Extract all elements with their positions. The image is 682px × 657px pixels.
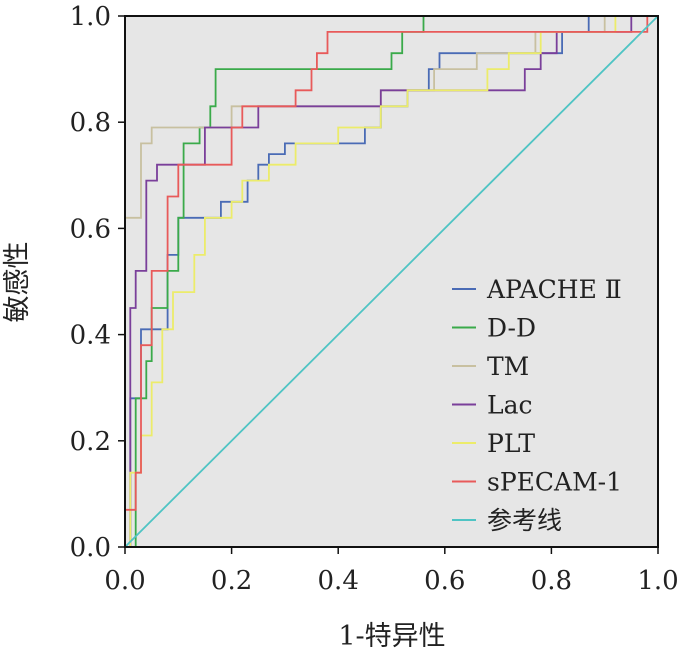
x-tick-label: 1.0 [637,566,678,596]
legend-label-4: PLT [487,429,535,458]
series-line-1 [125,15,658,548]
series-line-6 [124,15,659,548]
y-tick-label: 0.8 [70,108,111,138]
x-tick-label: 0.0 [104,566,145,596]
y-tick-label: 1.0 [70,2,111,32]
series-layer [124,15,659,548]
legend: APACHE Ⅱ D-D TM Lac PLT sPECAM-1 参考线 [452,275,622,535]
y-tick-label: 0.4 [70,321,111,351]
y-tick-label: 0.0 [70,533,111,563]
series-line-3 [125,15,658,548]
axis-layer: 0.0 0.2 0.4 0.6 0.8 1.0 0.0 0.2 0.4 0.6 0.8 1.0 [70,2,679,596]
legend-label-3: Lac [487,391,533,420]
x-tick-label: 0.2 [211,566,252,596]
y-tick-label: 0.6 [70,214,111,244]
y-axis-title: 敏感性 [2,242,33,323]
plot-frame [124,15,659,548]
x-tick-label: 0.4 [318,566,359,596]
legend-label-1: D-D [487,314,536,343]
x-tick-label: 0.8 [531,566,572,596]
legend-label-2: TM [487,352,529,381]
legend-label-5: sPECAM-1 [487,468,622,497]
x-axis-title: 1-特异性 [338,621,445,652]
legend-label-0: APACHE Ⅱ [486,275,622,304]
x-tick-label: 0.6 [424,566,465,596]
series-line-4 [125,15,658,548]
legend-label-6: 参考线 [487,506,562,535]
series-line-5 [124,15,658,547]
y-tick-label: 0.2 [70,427,111,457]
